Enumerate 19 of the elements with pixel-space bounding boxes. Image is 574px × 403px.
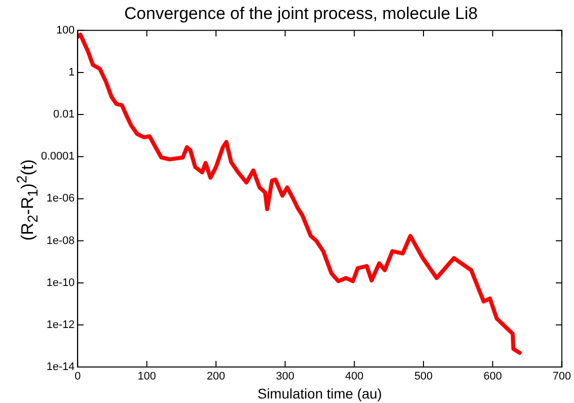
chart-title: Convergence of the joint process, molecule Li8 [124, 4, 478, 23]
y-tick-label: 1e-06 [46, 192, 75, 205]
x-tick-label: 100 [138, 370, 156, 383]
y-tick-label: 1e-08 [46, 234, 75, 247]
x-tick-label: 400 [345, 370, 364, 383]
x-axis-title: Simulation time (au) [257, 385, 382, 402]
x-tick-label: 0 [74, 370, 81, 383]
y-tick-label: 1e-12 [46, 318, 75, 331]
x-tick-label: 300 [276, 370, 294, 383]
x-tick-label: 700 [552, 370, 572, 383]
y-tick-label: 0.01 [53, 108, 75, 121]
y-tick-label: 1e-10 [46, 276, 75, 289]
x-tick-label: 600 [483, 370, 502, 383]
y-tick-label: 100 [56, 24, 75, 36]
x-tick-label: 500 [414, 370, 433, 383]
y-tick-label: 0.0001 [40, 150, 75, 163]
y-tick-label: 1e-14 [46, 361, 75, 374]
x-tick-label: 200 [206, 370, 226, 383]
y-tick-label: 1 [68, 66, 75, 79]
